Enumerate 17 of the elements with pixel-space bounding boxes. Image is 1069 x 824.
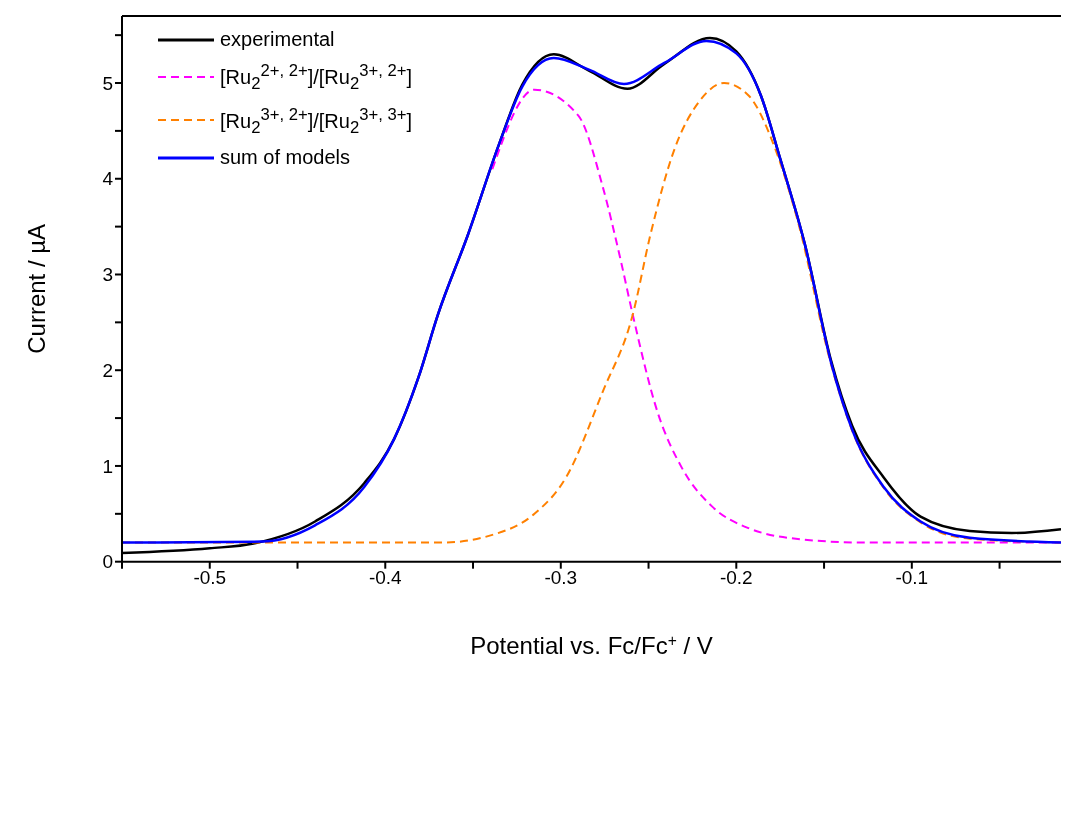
y-axis-title: Current / µA bbox=[22, 223, 50, 354]
y-tick-label: 1 bbox=[102, 455, 113, 477]
legend-label: sum of models bbox=[220, 145, 351, 171]
x-tick-label: -0.4 bbox=[368, 567, 403, 589]
legend-label: experimental bbox=[220, 27, 335, 52]
x-axis-title: Potential vs. Fc/Fc$^{+}$ / V bbox=[470, 631, 713, 659]
x-tick-label: -0.1 bbox=[895, 567, 929, 589]
y-tick-label: 5 bbox=[102, 72, 113, 94]
x-tick-label: -0.5 bbox=[193, 567, 227, 589]
y-tick-label: 3 bbox=[102, 264, 113, 286]
x-tick-label: -0.3 bbox=[544, 567, 578, 589]
y-tick-label: 0 bbox=[102, 551, 113, 573]
y-tick-label: 2 bbox=[102, 359, 113, 381]
x-tick-label: -0.2 bbox=[719, 567, 753, 589]
legend-label: [Ru$_{2}$$^{3+, 2+}$]/[Ru$_{2}$$^{3+, 3+}$] bbox=[220, 103, 412, 139]
legend-label: [Ru$_{2}$$^{2+, 2+}$]/[Ru$_{2}$$^{3+, 2+}$] bbox=[220, 60, 412, 95]
y-tick-label: 4 bbox=[102, 168, 114, 190]
